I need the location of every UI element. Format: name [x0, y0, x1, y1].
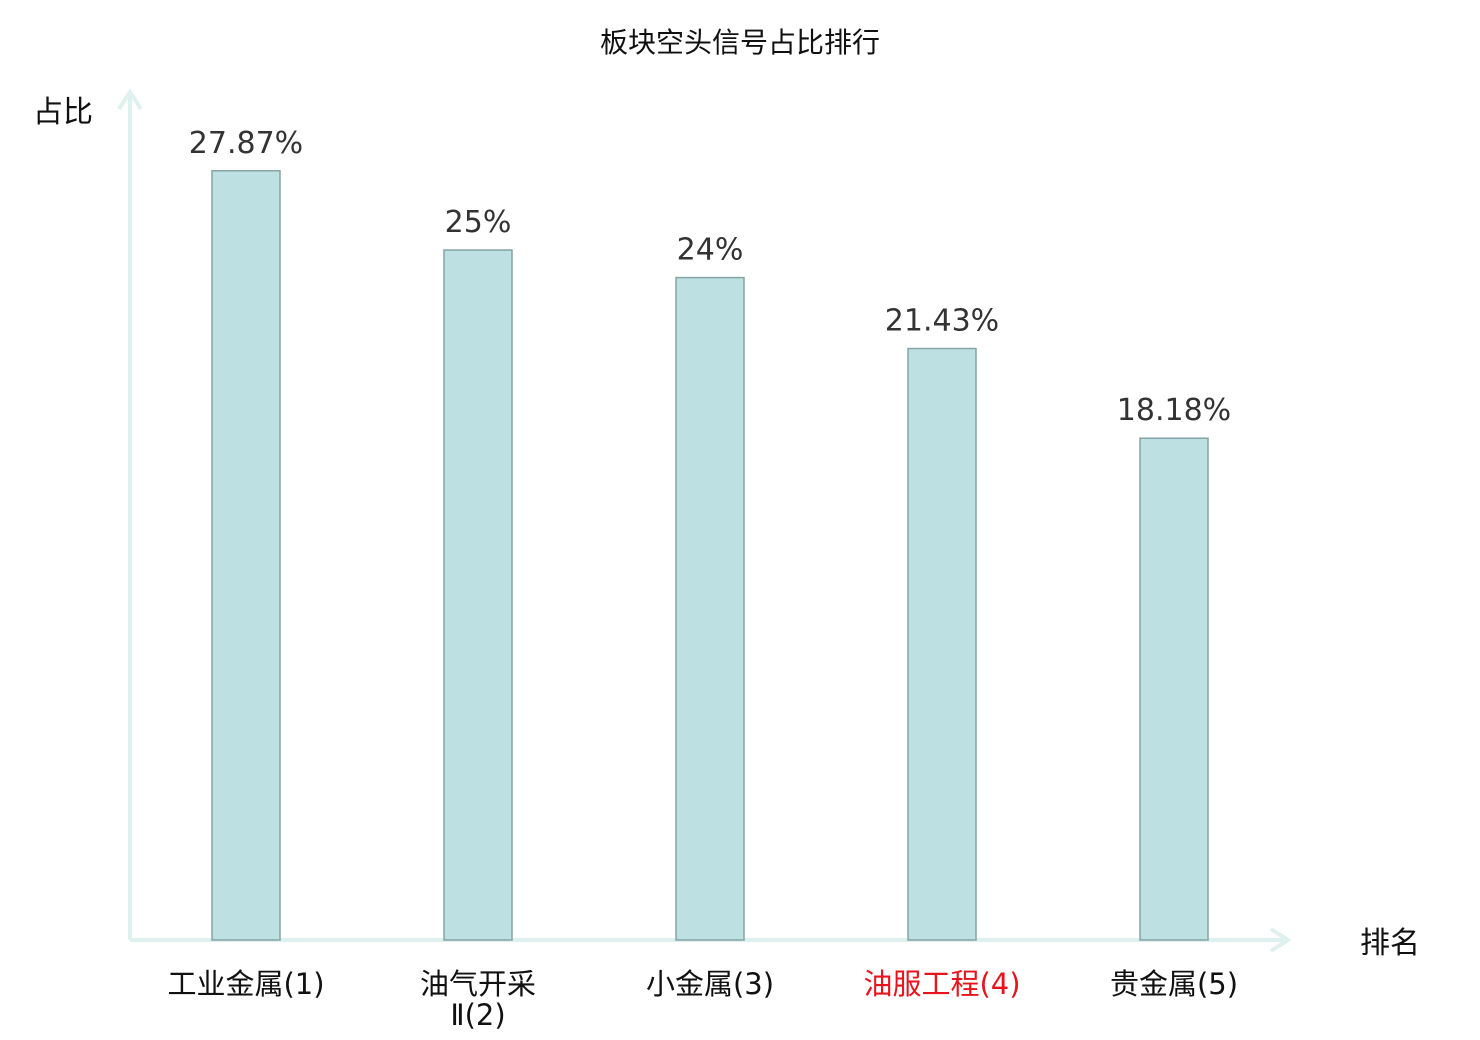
category-label-line: 工业金属(1) — [167, 967, 324, 1001]
category-labels: 工业金属(1) 油气开采 Ⅱ(2) 小金属(3) 油服工程(4) 贵金属(5) — [167, 967, 1238, 1032]
value-label-2: 25% — [445, 205, 512, 240]
value-label-4: 21.43% — [885, 304, 999, 339]
value-label-5: 18.18% — [1117, 393, 1231, 428]
bar-3 — [675, 276, 745, 941]
category-label-line: 油服工程(4) — [863, 967, 1020, 1001]
value-label-1: 27.87% — [189, 126, 303, 161]
bar-1 — [211, 170, 281, 941]
category-label-line: 油气开采 — [420, 967, 536, 1001]
category-label-line: 贵金属(5) — [1110, 967, 1238, 1001]
x-axis-arrow — [1269, 927, 1292, 953]
value-label-3: 24% — [677, 233, 744, 268]
category-label-line: Ⅱ(2) — [450, 998, 505, 1032]
bar-2 — [443, 249, 513, 941]
category-label-1: 工业金属(1) — [167, 967, 324, 1001]
bars — [211, 170, 1209, 941]
y-axis-title: 占比 — [33, 95, 93, 130]
chart-title: 板块空头信号占比排行 — [600, 26, 880, 59]
category-label-2: 油气开采 Ⅱ(2) — [420, 967, 536, 1032]
bar-5 — [1139, 437, 1209, 941]
y-axis-arrow — [117, 88, 143, 111]
category-label-line: 小金属(3) — [646, 967, 774, 1001]
bar-4 — [907, 347, 977, 941]
category-label-4: 油服工程(4) — [863, 967, 1020, 1001]
value-labels: 27.87% 25% 24% 21.43% 18.18% — [189, 126, 1231, 428]
x-axis-title: 排名 — [1360, 926, 1420, 961]
category-label-3: 小金属(3) — [646, 967, 774, 1001]
category-label-5: 贵金属(5) — [1110, 967, 1238, 1001]
